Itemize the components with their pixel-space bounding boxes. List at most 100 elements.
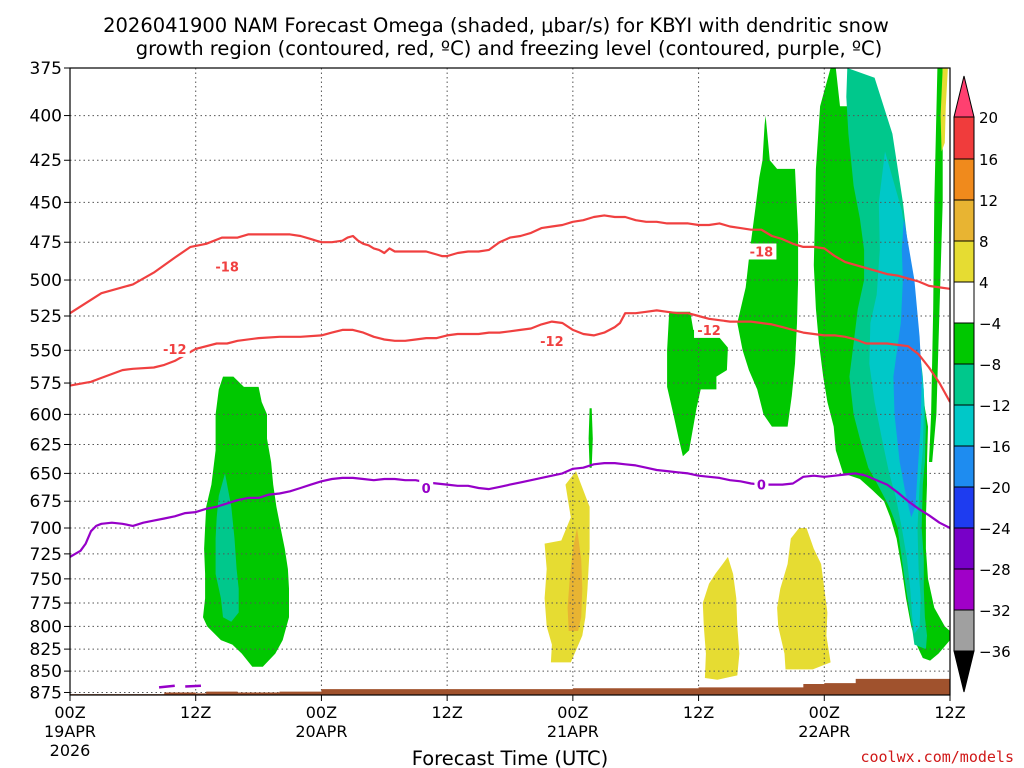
omega-region [702,556,740,680]
contour-labels: -18 -18 -12 -12 -12 0 0 [159,243,777,497]
colorbar-legend: 20 16 12 8 4 −4 −8 −12 −16 −20 −24 −28 −32 −36 [953,75,1011,693]
colorbar-label: −28 [979,561,1011,579]
y-tick-label: 625 [30,435,62,455]
colorbar-segment [953,445,975,488]
contour-label: 0 [757,479,766,494]
y-tick-label: 475 [30,233,62,253]
y-tick-label: 875 [30,683,62,703]
omega-region [544,471,590,663]
omega-region [737,115,799,427]
x-tick-label: 00Z [809,703,840,722]
colorbar-segment [953,116,975,160]
y-axis: 375 400 425 450 475 500 525 550 575 600 625 650 675 7… [30,59,70,703]
colorbar-segment [953,363,975,406]
omega-shading [203,68,950,680]
omega-region [940,68,948,152]
terrain-fill [70,678,950,695]
contour-label-bg [536,332,567,349]
x-tick-label: 21APR [547,722,599,741]
x-tick-label: 12Z [683,703,714,722]
y-tick-label: 600 [30,405,62,425]
colorbar-label: 16 [979,151,998,169]
contour-label: -18 [750,245,774,260]
contour-label: -12 [540,335,564,350]
colorbar-segment [953,527,975,570]
contour-label: -18 [215,261,239,276]
y-tick-label: 575 [30,374,62,394]
y-tick-label: 675 [30,492,62,512]
contour-label-bg [159,340,190,357]
chart-title-line2: growth region (contoured, red, ºC) and f… [136,37,883,60]
y-tick-label: 700 [30,519,62,539]
contour-label-bg [754,476,769,493]
credit-text: coolwx.com/models [860,748,1014,766]
contour-lines [70,214,950,558]
omega-region [929,68,943,462]
x-tick-label: 12Z [180,703,211,722]
plot-area [70,68,950,695]
y-tick-label: 525 [30,307,62,327]
isotherm-line [70,309,950,403]
contour-label-bg [212,258,243,275]
y-tick-label: 425 [30,151,62,171]
y-tick-label: 825 [30,640,62,660]
contour-label: -12 [697,324,721,339]
x-tick-label: 12Z [934,703,965,722]
x-axis-label: Forecast Time (UTC) [412,747,609,768]
omega-region [215,473,239,622]
x-tick-label: 2026 [50,741,91,760]
colorbar-label: −32 [979,602,1011,620]
terrain-layer [70,678,950,695]
colorbar-label: 20 [979,109,998,127]
contour-label: 0 [422,482,431,497]
isotherm-line [70,214,950,315]
y-tick-label: 550 [30,341,62,361]
contour-label-bg [746,243,777,260]
grid-lines [70,68,950,695]
colorbar-label: −20 [979,479,1011,497]
colorbar-label: −36 [979,643,1011,661]
y-tick-label: 725 [30,545,62,565]
y-tick-label: 650 [30,464,62,484]
colorbar-top-arrow [953,75,975,118]
x-tick-label: 00Z [54,703,85,722]
colorbar-segment [953,281,975,324]
omega-region [667,311,728,457]
colorbar-segment [953,158,975,201]
colorbar-segment [953,240,975,283]
colorbar-label: 4 [979,274,989,292]
colorbar-segment [953,199,975,242]
colorbar-label: −16 [979,438,1011,456]
contour-label-bg [694,321,725,338]
y-tick-label: 850 [30,662,62,682]
colorbar-segment [953,404,975,447]
x-tick-label: 22APR [798,722,850,741]
colorbar-label: −4 [979,315,1001,333]
plot-frame [69,67,951,696]
isotherm-line [70,462,950,558]
omega-region [588,408,593,468]
colorbar-segment [953,486,975,529]
colorbar-label: −12 [979,397,1011,415]
omega-region [893,218,922,518]
colorbar-segment [953,322,975,365]
colorbar-label: 12 [979,192,998,210]
freezing-level-near-surface [158,684,202,689]
y-tick-label: 400 [30,107,62,127]
colorbar-bottom-arrow [953,650,975,693]
contour-label: -12 [163,343,187,358]
x-tick-label: 12Z [431,703,462,722]
x-tick-label: 20APR [295,722,347,741]
x-tick-label: 19APR [44,722,96,741]
colorbar-label: −24 [979,520,1011,538]
y-tick-label: 500 [30,271,62,291]
x-tick-label: 00Z [306,703,337,722]
colorbar-segment [953,568,975,611]
colorbar-label: −8 [979,356,1001,374]
y-tick-label: 450 [30,193,62,213]
contour-label-bg [419,479,434,496]
colorbar-label: 8 [979,233,989,251]
omega-region [777,528,831,670]
